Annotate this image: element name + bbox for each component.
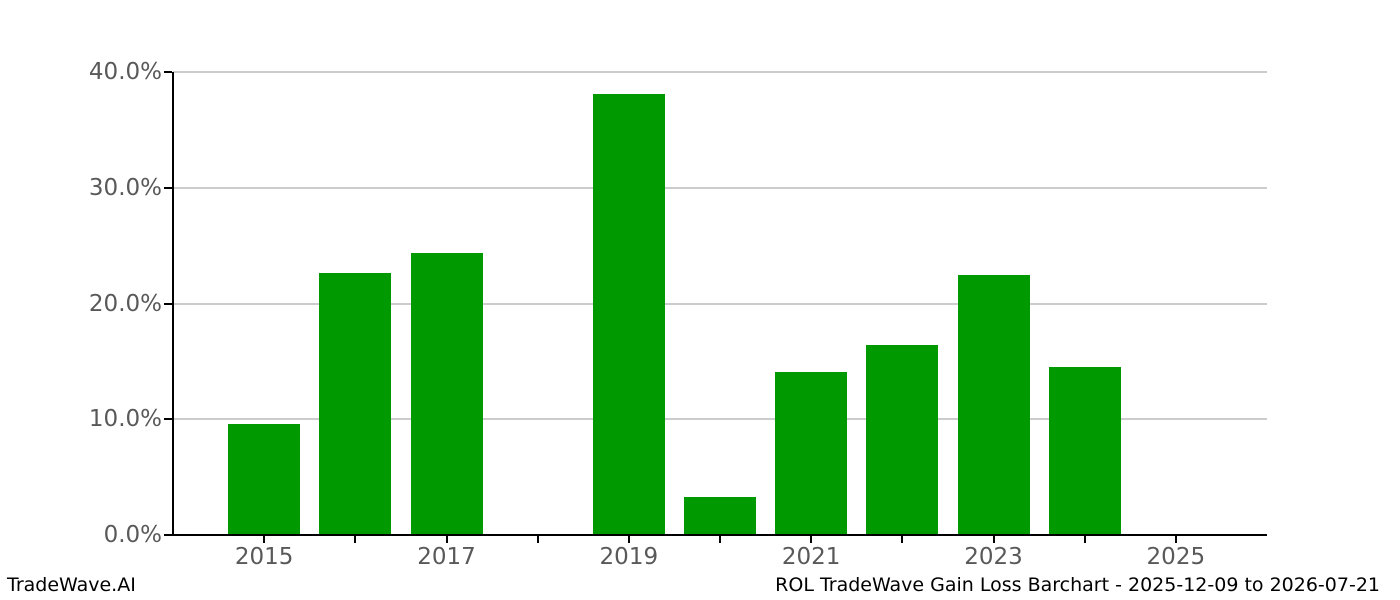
x-tick-label-2015: 2015	[234, 544, 294, 570]
x-tick-2016	[354, 535, 357, 543]
y-tick-label-30: 30.0%	[88, 174, 162, 201]
brand-watermark: TradeWave.AI	[7, 574, 136, 596]
x-tick-2021	[810, 535, 813, 543]
bar-2023	[957, 274, 1030, 535]
y-tick-label-10: 10.0%	[88, 406, 162, 433]
bar-2016	[319, 273, 392, 535]
y-tick-10	[164, 418, 172, 421]
x-tick-label-2025: 2025	[1146, 544, 1206, 570]
y-axis-spine	[172, 72, 174, 536]
x-tick-2022	[901, 535, 904, 543]
x-tick-2023	[992, 535, 995, 543]
x-tick-2019	[627, 535, 630, 543]
x-tick-label-2017: 2017	[417, 544, 476, 570]
bar-2019	[592, 93, 665, 535]
chart-title: ROL TradeWave Gain Loss Barchart - 2025-…	[775, 574, 1380, 596]
bar-2015	[228, 423, 301, 535]
x-tick-2017	[445, 535, 448, 543]
gridline-10	[173, 418, 1267, 421]
x-tick-label-2019: 2019	[599, 544, 659, 570]
y-tick-20	[164, 302, 172, 305]
bar-2020	[684, 496, 756, 535]
x-tick-2018	[536, 535, 539, 543]
x-tick-2015	[263, 535, 266, 543]
bar-2024	[1048, 367, 1121, 535]
y-tick-label-40: 40.0%	[88, 59, 162, 85]
x-tick-2024	[1083, 535, 1086, 543]
bar-2017	[410, 252, 483, 535]
gridline-20	[173, 302, 1267, 305]
bar-2021	[775, 371, 848, 535]
y-tick-40	[164, 71, 172, 73]
y-tick-label-20: 20.0%	[88, 290, 162, 317]
bar-2022	[866, 345, 939, 535]
y-tick-0	[164, 534, 172, 536]
gridline-40	[173, 71, 1267, 73]
x-tick-2020	[719, 535, 721, 543]
x-tick-2025	[1174, 535, 1177, 543]
x-tick-label-2021: 2021	[781, 544, 841, 570]
x-tick-label-2023: 2023	[964, 544, 1023, 570]
y-tick-30	[164, 186, 172, 189]
gridline-30	[173, 186, 1267, 189]
y-tick-label-0: 0.0%	[103, 522, 162, 548]
